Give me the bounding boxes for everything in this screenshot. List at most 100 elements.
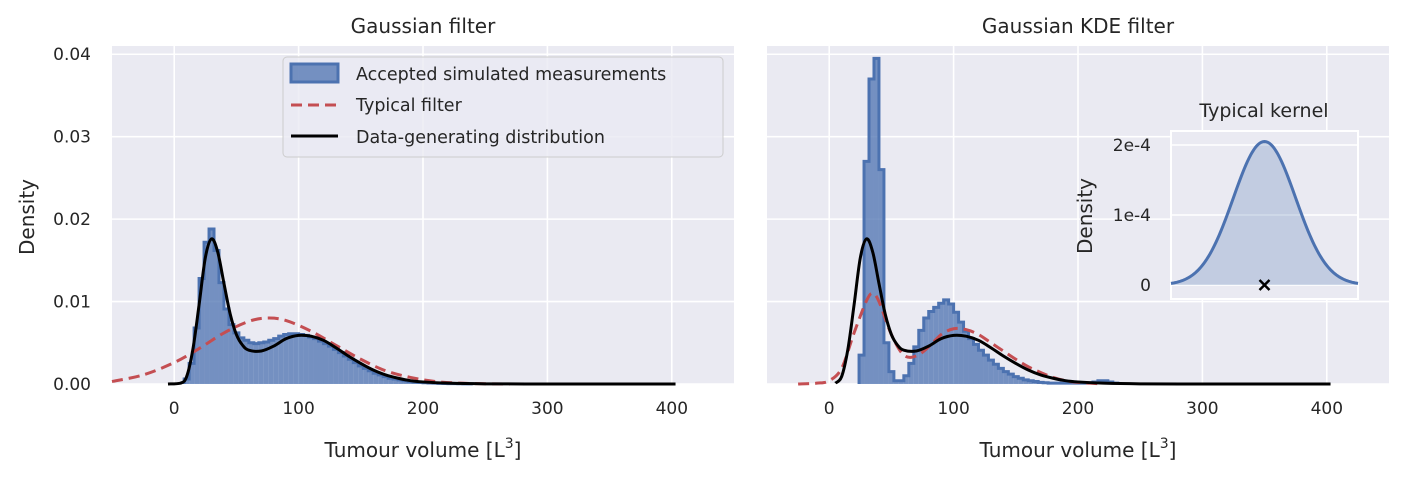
inset-kernel-line (1170, 139, 1359, 285)
right-histogram-bar (918, 330, 924, 384)
right-histogram-bar (953, 312, 959, 384)
right-histogram (857, 56, 1120, 385)
left-histogram-bar (348, 359, 354, 384)
left-histogram-bar (318, 341, 324, 384)
right-x-tick-label: 200 (1062, 399, 1094, 419)
right-histogram-bar (859, 355, 865, 384)
right-x-tick-label: 400 (1311, 399, 1343, 419)
right-histogram-bar (883, 342, 889, 384)
right-histogram-bar (898, 380, 904, 384)
right-histogram-bar (938, 303, 944, 384)
right-histogram-bar (869, 78, 874, 384)
left-plot: 0 100 200 300 400 0.00 0.01 0.02 0.03 0.04 Gauss… (15, 14, 734, 462)
left-histogram-bar (338, 352, 344, 384)
right-histogram-bar (988, 360, 994, 384)
left-histogram-bar (278, 336, 284, 384)
inset-kernel-curve (1170, 139, 1359, 291)
right-histogram-bar (948, 304, 954, 384)
left-x-tick-labels: 0 100 200 300 400 (169, 399, 688, 419)
left-histogram-bar (199, 278, 205, 384)
left-plot-title: Gaussian filter (351, 14, 496, 38)
left-histogram-bar (263, 341, 269, 384)
left-y-tick-label: 0.02 (53, 210, 91, 230)
left-histogram-bar (363, 368, 369, 384)
right-x-tick-label: 300 (1186, 399, 1218, 419)
right-x-tick-label: 0 (824, 399, 835, 419)
left-curves (111, 237, 676, 386)
legend-label-histogram: Accepted simulated measurements (356, 65, 666, 85)
left-histogram-bar (373, 373, 379, 384)
left-histogram-bar (343, 355, 349, 384)
left-y-tick-labels: 0.00 0.01 0.02 0.03 0.04 (53, 45, 91, 395)
left-x-axis-label: Tumour volume [L3] (324, 436, 522, 462)
right-typical-filter-curve (798, 291, 1103, 386)
right-x-axis-label-suffix: ] (1169, 438, 1177, 462)
left-x-axis-label-main: Tumour volume [L (324, 438, 506, 462)
inset-y-tick-label: 0 (1140, 276, 1151, 296)
left-x-axis-label-suffix: ] (514, 438, 522, 462)
left-histogram-bar (328, 346, 334, 384)
inset-y-tick-labels: 0 1e-4 2e-4 (1113, 136, 1151, 296)
inset-kernel-area (1171, 141, 1358, 285)
right-histogram-bar (1008, 374, 1014, 384)
left-histogram-bar (393, 379, 399, 384)
left-histogram-bar (358, 365, 364, 384)
right-histogram-bar (968, 338, 974, 384)
left-x-tick-label: 200 (407, 399, 439, 419)
right-histogram-bar (993, 364, 999, 384)
right-histogram-bar (1003, 371, 1009, 384)
right-x-axis-label-main: Tumour volume [L (979, 438, 1161, 462)
left-x-tick-label: 300 (531, 399, 563, 419)
right-histogram-bar (958, 322, 964, 384)
left-histogram-bar (388, 378, 394, 384)
right-curves (798, 237, 1331, 386)
legend-frame (282, 56, 724, 158)
right-histogram-bar (878, 169, 884, 384)
right-histogram-bar (998, 368, 1004, 384)
inset-kernel-plot: 0 1e-4 2e-4 Typical kernel Density (1073, 100, 1359, 300)
left-histogram-bar (184, 379, 190, 384)
right-histogram-bar (913, 346, 919, 384)
left-histogram-bar (214, 250, 219, 384)
left-histogram-bar (313, 338, 319, 384)
left-histogram-bar (273, 338, 279, 384)
right-histogram-bar (983, 355, 989, 384)
left-y-axis-label: Density (15, 179, 39, 255)
right-histogram-bar (1013, 376, 1019, 384)
inset-title: Typical kernel (1198, 100, 1328, 122)
inset-y-axis-label: Density (1073, 178, 1097, 254)
left-histogram-bar (298, 334, 304, 384)
inset-marker-x (1258, 279, 1271, 291)
right-histogram-outline (857, 56, 1120, 385)
left-data-generating-curve (167, 237, 676, 386)
left-histogram-bar (368, 370, 374, 384)
right-histogram-bar (1023, 379, 1029, 384)
right-x-tick-label: 100 (937, 399, 969, 419)
right-histogram-bar (893, 380, 899, 384)
right-histogram-bar (963, 331, 969, 384)
right-histogram-bar (908, 363, 914, 384)
left-histogram-bar (233, 332, 239, 384)
left-histogram-bar (223, 308, 229, 384)
right-histogram-bar (864, 161, 870, 384)
right-x-axis-label: Tumour volume [L3] (979, 436, 1177, 462)
left-histogram-bar (238, 337, 244, 384)
right-plot-title: Gaussian KDE filter (982, 14, 1175, 38)
left-x-tick-label: 0 (169, 399, 180, 419)
left-histogram-bar (253, 343, 259, 384)
left-histogram-bar (383, 376, 389, 384)
left-y-tick-label: 0.01 (53, 293, 91, 313)
left-histogram-bar (194, 327, 200, 384)
left-histogram-bar (333, 349, 339, 384)
right-x-tick-labels: 0 100 200 300 400 (824, 399, 1343, 419)
left-y-tick-label: 0.03 (53, 128, 91, 148)
left-histogram-bar (308, 337, 314, 384)
left-histogram-bar (378, 374, 384, 384)
legend-swatch-histogram (289, 62, 340, 84)
left-histogram-bar (258, 342, 264, 384)
inset-y-tick-label: 2e-4 (1113, 136, 1151, 156)
legend: Accepted simulated measurements Typical … (282, 56, 724, 158)
left-histogram-bar (403, 380, 409, 384)
left-histogram-bar (243, 340, 249, 384)
right-histogram-bar (1028, 380, 1034, 384)
